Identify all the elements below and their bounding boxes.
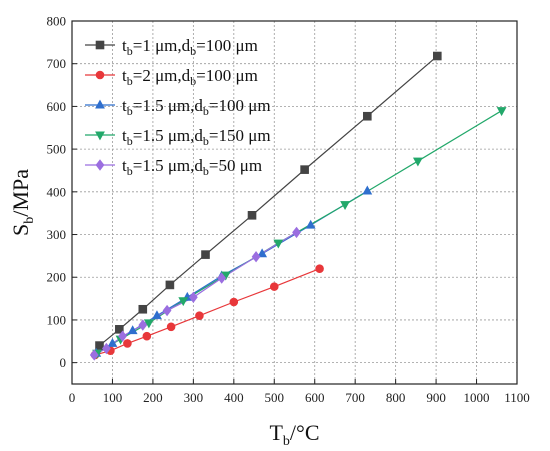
data-point-s5 bbox=[188, 291, 198, 303]
legend-marker-5 bbox=[95, 159, 105, 171]
data-point-s1 bbox=[115, 325, 124, 334]
x-tick-label: 900 bbox=[426, 390, 446, 405]
data-point-s4 bbox=[496, 107, 507, 117]
y-axis-title-main: S bbox=[8, 224, 33, 236]
data-point-s5 bbox=[162, 304, 172, 317]
y-axis-title: Sb/MPa bbox=[8, 169, 37, 236]
series-markers bbox=[89, 51, 507, 361]
data-point-s1 bbox=[165, 280, 175, 290]
y-tick-label: 400 bbox=[47, 184, 67, 199]
legend-marker-4 bbox=[95, 131, 105, 141]
legend-marker-2 bbox=[95, 70, 105, 80]
x-tick-label: 600 bbox=[305, 390, 325, 405]
data-point-s5 bbox=[89, 349, 99, 361]
legend-label-1: tb=1 μm,db=100 μm bbox=[122, 36, 258, 58]
data-point-s1 bbox=[201, 250, 210, 259]
data-point-s1 bbox=[433, 51, 442, 61]
data-point-s4 bbox=[178, 297, 189, 307]
data-point-s1 bbox=[138, 304, 148, 314]
x-tick-label: 0 bbox=[69, 390, 76, 405]
data-point-s2 bbox=[315, 264, 324, 273]
data-point-s2 bbox=[229, 297, 239, 307]
x-tick-label: 1100 bbox=[504, 390, 530, 405]
y-axis-title-rest: /MPa bbox=[8, 169, 33, 217]
legend-marker-3 bbox=[95, 99, 105, 109]
y-tick-label: 600 bbox=[47, 99, 67, 114]
data-point-s1 bbox=[363, 111, 372, 121]
x-tick-label: 800 bbox=[386, 390, 406, 405]
data-point-s3 bbox=[127, 325, 138, 335]
x-tick-label: 400 bbox=[224, 390, 244, 405]
x-tick-label: 1000 bbox=[464, 390, 490, 405]
data-point-s5 bbox=[138, 319, 148, 331]
data-point-s1 bbox=[300, 165, 309, 174]
data-point-s5 bbox=[217, 272, 227, 284]
data-point-s2 bbox=[123, 339, 132, 348]
data-point-s5 bbox=[102, 342, 111, 355]
data-point-s3 bbox=[152, 310, 162, 320]
grid bbox=[72, 21, 517, 384]
y-tick-label: 800 bbox=[47, 14, 67, 29]
data-point-s1 bbox=[95, 341, 104, 350]
data-point-s2 bbox=[269, 282, 279, 291]
legend-marker-1 bbox=[95, 40, 105, 50]
legend-label-5: tb=1.5 μm,db=50 μm bbox=[122, 156, 262, 178]
legend-label-3: tb=1.5 μm,db=100 μm bbox=[122, 96, 271, 118]
data-point-s4 bbox=[340, 201, 350, 211]
x-axis-title-main: T bbox=[269, 420, 283, 445]
y-axis-title-sub: b bbox=[22, 217, 37, 224]
x-axis-title-rest: /°C bbox=[290, 420, 320, 445]
x-tick-label: 300 bbox=[184, 390, 204, 405]
x-axis-title: Tb/°C bbox=[269, 420, 319, 449]
x-tick-label: 500 bbox=[265, 390, 285, 405]
x-tick-label: 200 bbox=[143, 390, 163, 405]
y-tick-label: 200 bbox=[47, 270, 67, 285]
y-tick-label: 500 bbox=[47, 142, 67, 157]
data-point-s2 bbox=[142, 331, 152, 341]
axis-ticks: 0 100 200 300 400 500 600 700 800 900 1000 1100 0 100… bbox=[47, 14, 530, 406]
legend-label-2: tb=2 μm,db=100 μm bbox=[122, 66, 258, 88]
data-point-s5 bbox=[251, 251, 261, 263]
x-tick-label: 700 bbox=[345, 390, 365, 405]
data-point-s5 bbox=[118, 330, 127, 342]
data-point-s3 bbox=[257, 248, 268, 258]
data-point-s4 bbox=[273, 239, 284, 249]
y-tick-label: 300 bbox=[47, 227, 67, 242]
legend: tb=1 μm,db=100 μm tb=2 μm,db=100 μm tb=1.5… bbox=[85, 36, 271, 178]
data-point-s4 bbox=[143, 319, 154, 329]
x-tick-label: 100 bbox=[103, 390, 123, 405]
x-axis-title-sub: b bbox=[283, 434, 290, 449]
data-point-s1 bbox=[247, 211, 257, 220]
data-point-s2 bbox=[195, 311, 204, 320]
plot-frame bbox=[71, 20, 518, 385]
data-point-s3 bbox=[362, 185, 373, 195]
y-tick-label: 0 bbox=[60, 355, 67, 370]
data-point-s5 bbox=[292, 226, 301, 239]
y-tick-label: 700 bbox=[47, 56, 67, 71]
y-tick-label: 100 bbox=[47, 312, 67, 327]
legend-label-4: tb=1.5 μm,db=150 μm bbox=[122, 126, 271, 148]
data-point-s2 bbox=[166, 322, 176, 332]
data-point-s4 bbox=[412, 157, 423, 167]
data-point-s3 bbox=[107, 338, 118, 347]
data-point-s3 bbox=[305, 219, 316, 229]
